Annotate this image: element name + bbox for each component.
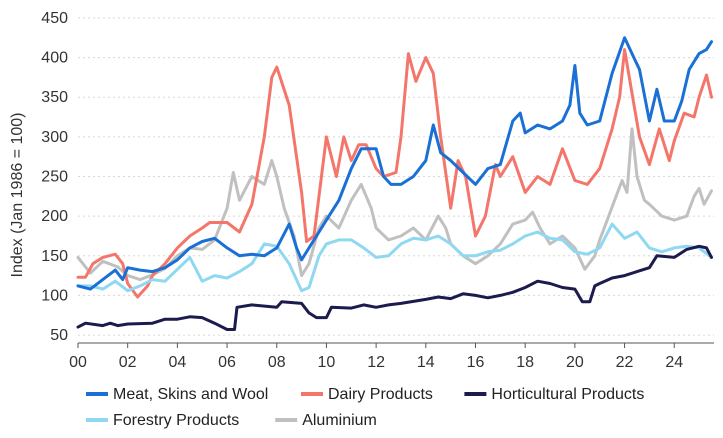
- x-tick-label: 16: [467, 354, 485, 371]
- y-tick-label: 200: [41, 208, 68, 225]
- legend-label: Meat, Skins and Wool: [113, 386, 268, 403]
- x-tick-label: 20: [566, 354, 584, 371]
- y-tick-label: 250: [41, 169, 68, 186]
- x-tick-label: 04: [168, 354, 186, 371]
- grid-lines: [78, 17, 714, 336]
- series-lines: [76, 36, 713, 331]
- legend: Meat, Skins and Wool Dairy Products Hortic…: [86, 386, 644, 429]
- x-tick-label: 24: [665, 354, 683, 371]
- x-tick-label: 08: [268, 354, 286, 371]
- x-tick-label: 10: [318, 354, 336, 371]
- legend-label: Forestry Products: [113, 412, 239, 429]
- x-tick-label: 18: [516, 354, 534, 371]
- legend-item: Dairy Products: [301, 386, 433, 403]
- x-tick-label: 06: [218, 354, 236, 371]
- legend-label: Horticultural Products: [491, 386, 644, 403]
- y-tick-label: 150: [41, 248, 68, 265]
- series-line-horticultural-products: [76, 244, 713, 331]
- axes: [77, 342, 714, 348]
- legend-item: Forestry Products: [86, 412, 239, 429]
- x-tick-label: 02: [119, 354, 137, 371]
- y-tick-label: 450: [41, 10, 68, 27]
- legend-item: Meat, Skins and Wool: [86, 386, 268, 403]
- y-tick-label: 50: [50, 327, 68, 344]
- legend-label: Dairy Products: [328, 386, 433, 403]
- legend-item: Horticultural Products: [464, 386, 644, 403]
- series-line-aluminium: [76, 127, 713, 282]
- y-tick-label: 400: [41, 50, 68, 67]
- y-axis-label: Index (Jan 1986 = 100): [9, 112, 26, 277]
- series-line-dairy-products: [76, 48, 713, 299]
- y-tick-label: 350: [41, 89, 68, 106]
- y-tick-label: 100: [41, 287, 68, 304]
- y-tick-labels: 50 100 150 200 250 300 350 400 450: [41, 10, 68, 344]
- x-tick-labels: 00 02 04 06 08 10 12 14 16 18 20 22 24: [69, 354, 683, 371]
- x-tick-label: 22: [616, 354, 634, 371]
- x-tick-label: 00: [69, 354, 87, 371]
- legend-item: Aluminium: [275, 412, 377, 429]
- x-tick-label: 14: [417, 354, 435, 371]
- y-tick-label: 300: [41, 129, 68, 146]
- series-line-forestry-products: [76, 222, 713, 293]
- series-line-meat-skins-and-wool: [76, 36, 713, 291]
- legend-label: Aluminium: [302, 412, 377, 429]
- x-tick-label: 12: [367, 354, 385, 371]
